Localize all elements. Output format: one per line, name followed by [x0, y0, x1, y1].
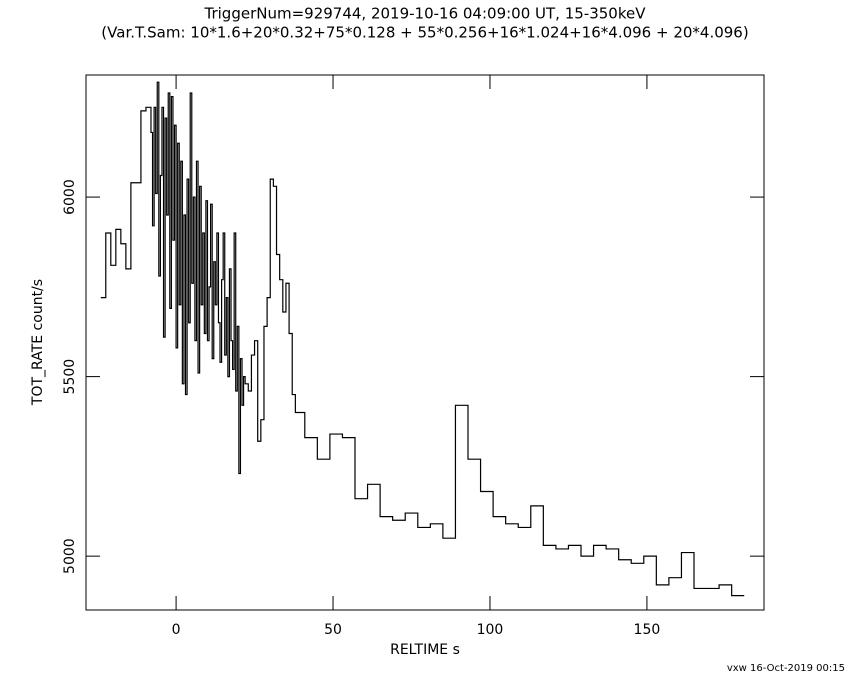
plot-frame [85, 74, 765, 611]
x-tick-label: 50 [324, 622, 342, 638]
rate-line [100, 81, 745, 597]
x-tick-label: 100 [477, 622, 504, 638]
x-tick-label: 0 [172, 622, 181, 638]
x-axis-label: RELTIME s [390, 642, 460, 658]
chart-title: TriggerNum=929744, 2019-10-16 04:09:00 U… [204, 5, 647, 23]
y-tick-label: 5500 [62, 359, 78, 395]
y-axis-label: TOT_RATE count/s [30, 279, 46, 406]
footer-annotation: vxw 16-Oct-2019 00:15 [727, 663, 845, 674]
y-tick-label: 5000 [62, 538, 78, 574]
y-tick-label: 6000 [62, 179, 78, 215]
chart-subtitle: (Var.T.Sam: 10*1.6+20*0.32+75*0.128 + 55… [101, 24, 748, 42]
x-tick-label: 150 [634, 622, 661, 638]
